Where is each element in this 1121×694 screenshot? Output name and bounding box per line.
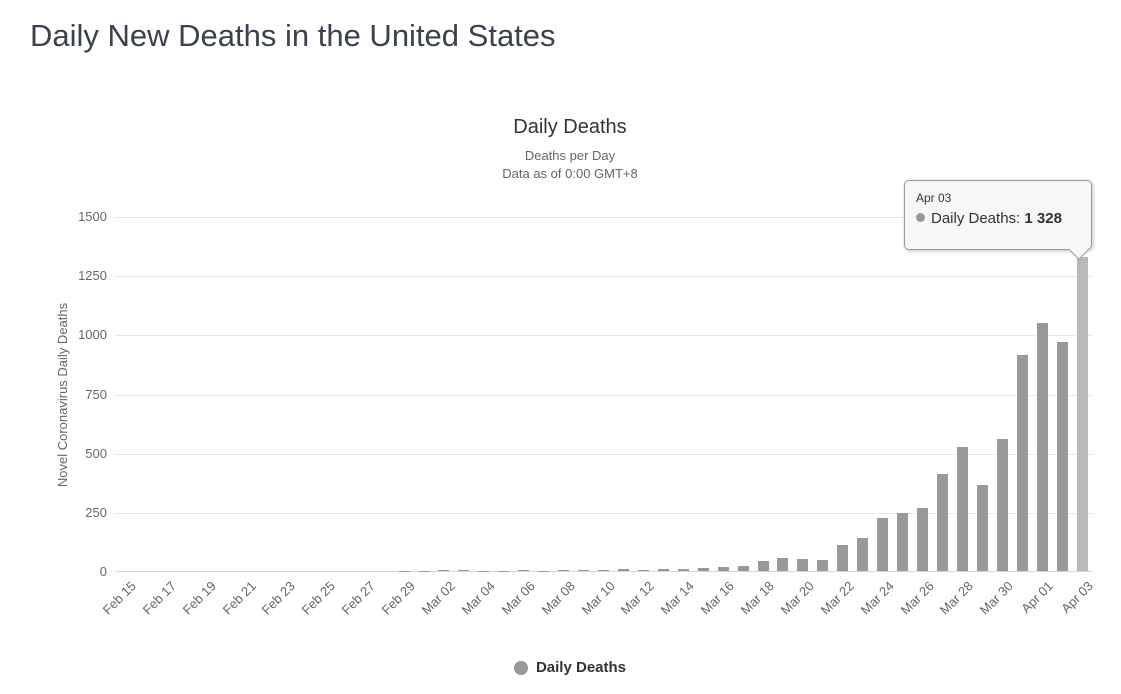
bar-apr-01[interactable]	[1036, 322, 1048, 571]
y-tick-label-0: 0	[99, 564, 107, 579]
bar-mar-09[interactable]	[578, 570, 590, 571]
bar-mar-21[interactable]	[817, 560, 829, 571]
bar-mar-27[interactable]	[936, 473, 948, 571]
chart-title: Daily Deaths	[513, 116, 627, 138]
bar-mar-11[interactable]	[617, 569, 629, 571]
tooltip-category: Apr 03	[916, 191, 952, 205]
tooltip-value: 1 328	[1024, 210, 1062, 227]
bar-mar-08[interactable]	[558, 570, 570, 571]
tooltip-series-marker-icon	[916, 213, 925, 222]
plot-area	[115, 217, 1092, 572]
legend-item-daily-deaths[interactable]: Daily Deaths	[20, 659, 1120, 676]
tooltip: Apr 03 Daily Deaths: 1 328	[904, 180, 1092, 260]
page-title: Daily New Deaths in the United States	[30, 18, 556, 53]
bar-mar-16[interactable]	[717, 566, 729, 571]
bar-mar-02[interactable]	[438, 570, 450, 571]
daily-deaths-chart: Daily Deaths Deaths per Day Data as of 0…	[20, 105, 1120, 694]
bar-mar-24[interactable]	[877, 517, 889, 571]
y-tick-label-1250: 1250	[78, 268, 107, 284]
tooltip-series-label: Daily Deaths:	[931, 210, 1021, 227]
y-tick-label-750: 750	[85, 386, 107, 402]
y-tick-label-250: 250	[85, 504, 107, 520]
bar-mar-10[interactable]	[598, 570, 609, 571]
bar-apr-02[interactable]	[1056, 341, 1068, 571]
bar-apr-03[interactable]	[1076, 256, 1088, 571]
legend-label: Daily Deaths	[535, 659, 627, 676]
bar-mar-25[interactable]	[897, 512, 909, 571]
gridline-250	[115, 512, 1092, 514]
y-tick-label-1500: 1500	[78, 209, 107, 224]
y-tick-label-500: 500	[85, 445, 107, 461]
gridline-500	[115, 453, 1092, 455]
bar-mar-26[interactable]	[917, 507, 929, 571]
bar-mar-15[interactable]	[697, 568, 709, 571]
bar-mar-29[interactable]	[976, 485, 988, 571]
bar-mar-22[interactable]	[837, 544, 849, 571]
bar-mar-13[interactable]	[657, 569, 669, 571]
gridline-1250	[115, 276, 1092, 278]
bar-mar-19[interactable]	[777, 557, 789, 571]
bar-mar-28[interactable]	[956, 446, 968, 571]
bar-mar-12[interactable]	[637, 570, 649, 571]
legend-marker-icon	[513, 660, 528, 675]
bar-mar-31[interactable]	[1016, 355, 1028, 571]
bar-mar-20[interactable]	[797, 559, 809, 571]
chart-subtitle-line1: Deaths per Day	[524, 148, 616, 163]
bar-mar-30[interactable]	[996, 438, 1008, 571]
gridline-1000	[115, 335, 1092, 337]
y-tick-label-1000: 1000	[78, 327, 107, 343]
bar-mar-14[interactable]	[677, 568, 689, 571]
gridline-750	[115, 394, 1092, 396]
bar-mar-03[interactable]	[458, 570, 470, 571]
tooltip-value-line: Daily Deaths: 1 328	[916, 210, 1091, 227]
gridline-1500	[115, 217, 1092, 218]
bar-mar-06[interactable]	[518, 570, 530, 571]
bar-mar-17[interactable]	[737, 565, 749, 571]
chart-subtitle-line2: Data as of 0:00 GMT+8	[502, 166, 638, 181]
bar-mar-18[interactable]	[757, 561, 769, 571]
bar-mar-23[interactable]	[857, 537, 869, 571]
